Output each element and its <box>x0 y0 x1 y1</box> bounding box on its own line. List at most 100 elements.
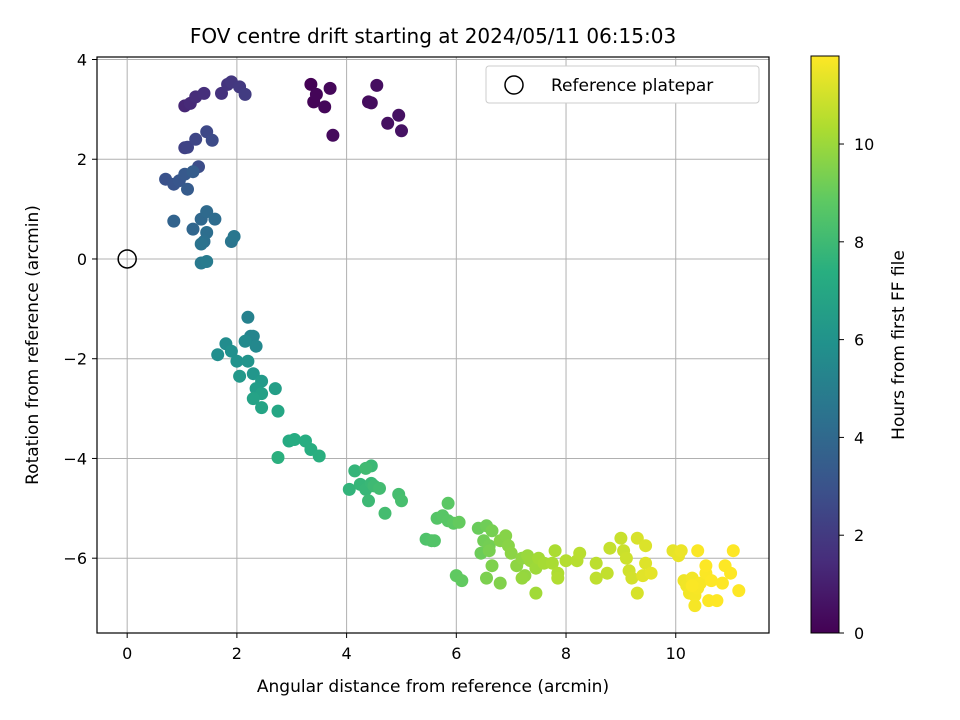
scatter-point <box>482 544 496 558</box>
scatter-point <box>639 539 653 553</box>
colorbar: 0 2 4 6 8 10 Hours from first FF file <box>810 55 909 643</box>
scatter-point <box>732 584 746 598</box>
scatter-point <box>529 586 543 600</box>
scatter-point <box>373 481 386 495</box>
colorbar-tick-label: 6 <box>854 331 864 350</box>
scatter-point <box>200 255 214 268</box>
scatter-point <box>726 544 740 558</box>
colorbar-tick-label: 8 <box>854 233 864 252</box>
scatter-point <box>378 506 392 520</box>
scatter-point <box>630 531 644 545</box>
scatter-point <box>197 86 211 100</box>
y-tick-label: −2 <box>63 350 87 369</box>
scatter-point <box>704 574 718 588</box>
scatter-point <box>181 140 194 154</box>
scatter-point <box>304 77 318 91</box>
scatter-point <box>364 96 378 110</box>
scatter-point <box>452 515 466 529</box>
y-tick-label: −6 <box>63 549 87 568</box>
colorbar-gradient <box>810 55 840 634</box>
scatter-point <box>362 494 375 508</box>
scatter-point <box>639 556 653 570</box>
scatter-point <box>342 482 356 496</box>
legend-marker <box>504 75 524 95</box>
scatter-point <box>359 461 373 475</box>
scatter-point <box>200 205 214 219</box>
scatter-point <box>186 165 200 179</box>
scatter-point <box>699 559 713 573</box>
grid-lines <box>97 57 769 633</box>
scatter-point <box>630 586 644 600</box>
scatter-point <box>238 87 252 101</box>
scatter-point <box>233 369 247 383</box>
scatter-point <box>227 230 241 243</box>
chart-title: FOV centre drift starting at 2024/05/11 … <box>190 24 676 48</box>
scatter-point <box>600 566 614 580</box>
scatter-point <box>499 529 513 543</box>
scatter-point <box>167 214 181 228</box>
scatter-point <box>392 108 406 122</box>
scatter-point <box>249 339 263 353</box>
scatter-point <box>485 559 499 573</box>
scatter-point <box>370 78 384 92</box>
x-tick-label: 8 <box>561 644 571 663</box>
y-tick-label: 2 <box>77 150 87 169</box>
scatter-point <box>230 354 244 368</box>
scatter-point <box>208 212 222 226</box>
scatter-point <box>455 574 469 588</box>
scatter-point <box>551 571 565 585</box>
x-tick-label: 10 <box>666 644 686 663</box>
colorbar-ticks: 0 2 4 6 8 10 <box>839 135 874 643</box>
scatter-point <box>309 87 323 101</box>
scatter-point <box>724 566 738 580</box>
scatter-point <box>715 576 729 590</box>
y-tick-label: 4 <box>77 50 87 69</box>
colorbar-label: Hours from first FF file <box>889 250 909 440</box>
scatter-point <box>625 571 639 585</box>
scatter-point <box>493 576 507 590</box>
scatter-point <box>427 534 441 548</box>
scatter-point <box>619 551 633 565</box>
scatter-point <box>224 344 238 358</box>
scatter-point <box>548 544 562 558</box>
scatter-point <box>381 116 395 130</box>
scatter-point <box>441 496 455 510</box>
scatter-point <box>211 348 225 362</box>
scatter-point <box>312 449 326 463</box>
colorbar-tick-label: 10 <box>854 135 874 154</box>
scatter-point <box>644 566 658 580</box>
x-axis-ticks: 0 2 4 6 8 10 <box>122 633 686 663</box>
scatter-point <box>603 541 617 555</box>
scatter-point <box>573 546 587 560</box>
reference-marker <box>117 249 137 269</box>
reference-point <box>117 249 137 269</box>
x-tick-label: 6 <box>451 644 461 663</box>
plot-area-frame <box>96 56 770 634</box>
scatter-point <box>246 392 260 406</box>
scatter-point <box>545 556 559 570</box>
scatter-point <box>189 132 203 146</box>
scatter-point <box>323 81 337 95</box>
legend-box <box>485 65 760 104</box>
y-axis-ticks: 4 2 0 −2 −4 −6 <box>63 50 97 568</box>
colorbar-tick-label: 2 <box>854 526 864 545</box>
scatter-point <box>238 334 252 348</box>
y-tick-label: 0 <box>77 250 87 269</box>
scatter-point <box>271 404 285 418</box>
colorbar-tick-label: 4 <box>854 428 864 447</box>
scatter-point <box>318 100 332 114</box>
scatter-point <box>685 579 699 593</box>
scatter-point <box>485 524 499 538</box>
scatter-point <box>504 546 518 560</box>
scatter-point <box>589 571 603 585</box>
legend-label: Reference platepar <box>551 76 713 96</box>
data-points <box>159 75 746 613</box>
colorbar-tick-label: 0 <box>854 624 864 643</box>
scatter-point <box>288 433 301 446</box>
scatter-point <box>559 554 573 568</box>
scatter-point <box>688 599 702 613</box>
scatter-point <box>255 401 269 415</box>
scatter-point <box>395 494 408 508</box>
x-axis-label: Angular distance from reference (arcmin) <box>257 677 609 697</box>
